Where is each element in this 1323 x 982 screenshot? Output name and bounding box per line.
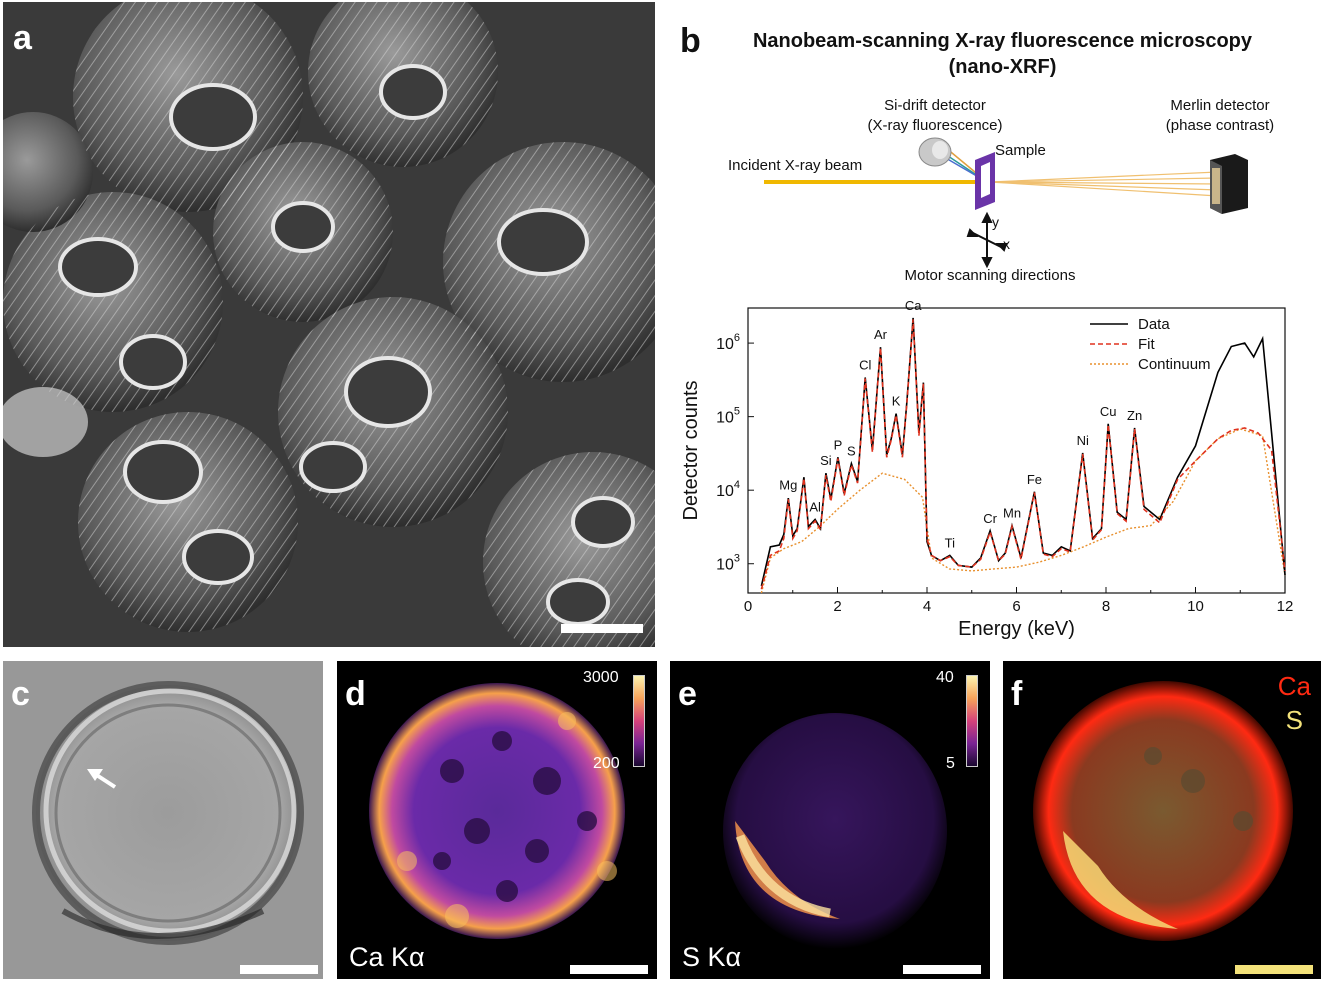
plot-frame bbox=[747, 307, 1286, 594]
x-tick-label: 4 bbox=[923, 598, 931, 615]
channel-label: S Kα bbox=[682, 942, 742, 972]
axis-x-label: x bbox=[1003, 236, 1010, 252]
peak-label-k: K bbox=[892, 394, 901, 409]
legend-label-continuum: Continuum bbox=[1138, 356, 1211, 373]
peak-label-mg: Mg bbox=[779, 477, 797, 492]
sample-frame-icon bbox=[975, 152, 995, 210]
panel-a-sem-image: a bbox=[3, 2, 655, 647]
peak-label-mn: Mn bbox=[1003, 506, 1021, 521]
panel-b-label: b bbox=[680, 22, 701, 60]
arrow-icon bbox=[87, 769, 117, 789]
peak-label-zn: Zn bbox=[1127, 408, 1142, 423]
xrf-spectrum-chart: 0 2 4 6 8 10 12 103 104 105 106 Energy (keV) Detecto… bbox=[680, 300, 1294, 640]
y-tick-label: 103 bbox=[716, 553, 740, 574]
ca-s-overlay bbox=[1033, 681, 1293, 941]
title-line-1: Nanobeam-scanning X-ray fluorescence mic… bbox=[752, 30, 1253, 52]
merlin-label-2: (phase contrast) bbox=[1166, 117, 1274, 134]
si-drift-label-2: (X-ray fluorescence) bbox=[867, 117, 1002, 134]
peak-label-cl: Cl bbox=[859, 358, 871, 373]
colorbar bbox=[966, 675, 978, 767]
x-tick-label: 2 bbox=[833, 598, 841, 615]
colorbar-min: 200 bbox=[593, 755, 620, 772]
x-axis-label: Energy (keV) bbox=[958, 618, 1075, 640]
peak-label-si: Si bbox=[820, 453, 832, 468]
x-tick-label: 6 bbox=[1012, 598, 1020, 615]
panel-d-label: d bbox=[345, 675, 366, 713]
peak-label-p: P bbox=[834, 437, 843, 452]
si-drift-detector-icon bbox=[918, 137, 952, 167]
y-tick-label: 104 bbox=[716, 479, 740, 500]
channel-label: Ca Kα bbox=[349, 942, 425, 972]
panel-c-label: c bbox=[11, 675, 30, 713]
scale-bar bbox=[1235, 965, 1313, 974]
title-line-2: (nano-XRF) bbox=[948, 56, 1057, 78]
peak-label-fe: Fe bbox=[1027, 472, 1042, 487]
panel-f-overlay: f Ca S bbox=[1003, 661, 1321, 979]
y-axis-label: Detector counts bbox=[680, 380, 702, 520]
scale-bar bbox=[561, 624, 643, 633]
peak-label-cr: Cr bbox=[983, 511, 997, 526]
scale-bar bbox=[570, 965, 648, 974]
peak-label-cu: Cu bbox=[1100, 404, 1117, 419]
x-tick-label: 0 bbox=[744, 598, 752, 615]
scale-bar bbox=[240, 965, 318, 974]
panel-a-label: a bbox=[13, 19, 32, 57]
peak-label-ni: Ni bbox=[1077, 433, 1089, 448]
legend-ca: Ca bbox=[1277, 671, 1311, 701]
peak-label-ti: Ti bbox=[945, 535, 955, 550]
colorbar bbox=[633, 675, 645, 767]
peak-label-ca: Ca bbox=[905, 300, 922, 313]
transmitted-fan bbox=[989, 171, 1219, 197]
legend-label-fit: Fit bbox=[1138, 336, 1155, 353]
motor-direction-arrows bbox=[966, 211, 1008, 269]
sem-image bbox=[3, 2, 655, 647]
nano-xrf-schematic: Si-drift detector (X-ray fluorescence) M… bbox=[728, 97, 1274, 284]
legend-s: S bbox=[1285, 705, 1303, 735]
y-tick-label: 106 bbox=[716, 332, 740, 353]
ca-ka-map bbox=[369, 683, 625, 939]
phase-contrast-image bbox=[3, 661, 323, 979]
series-fit bbox=[760, 319, 1286, 590]
x-tick-label: 10 bbox=[1187, 598, 1204, 615]
panel-d-ca-map: d Ca Kα 3000 200 bbox=[337, 661, 657, 979]
merlin-detector-icon bbox=[1210, 154, 1248, 214]
colorbar-min: 5 bbox=[946, 755, 955, 772]
x-tick-label: 8 bbox=[1102, 598, 1110, 615]
panel-c-phase-contrast: c bbox=[3, 661, 323, 979]
colorbar-max: 3000 bbox=[583, 669, 619, 686]
motor-label: Motor scanning directions bbox=[905, 267, 1076, 284]
peak-label-s: S bbox=[847, 444, 856, 459]
sample-label: Sample bbox=[995, 142, 1046, 159]
series-continuum bbox=[760, 428, 1286, 594]
incident-beam-label: Incident X-ray beam bbox=[728, 157, 862, 174]
panel-e-s-map: e S Kα 40 5 bbox=[670, 661, 990, 979]
merlin-label-1: Merlin detector bbox=[1170, 97, 1269, 114]
scale-bar bbox=[903, 965, 981, 974]
axis-y-label: y bbox=[992, 214, 999, 230]
colorbar-max: 40 bbox=[936, 669, 954, 686]
peak-label-al: Al bbox=[809, 499, 821, 514]
y-tick-label: 105 bbox=[716, 406, 740, 427]
peak-label-ar: Ar bbox=[874, 327, 888, 342]
si-drift-label-1: Si-drift detector bbox=[884, 97, 986, 114]
panel-e-label: e bbox=[678, 675, 697, 713]
s-ka-map bbox=[723, 713, 947, 949]
x-tick-label: 12 bbox=[1277, 598, 1294, 615]
panel-f-label: f bbox=[1011, 675, 1023, 713]
legend-label-data: Data bbox=[1138, 316, 1170, 333]
panel-b-title: Nanobeam-scanning X-ray fluorescence mic… bbox=[700, 28, 1305, 80]
